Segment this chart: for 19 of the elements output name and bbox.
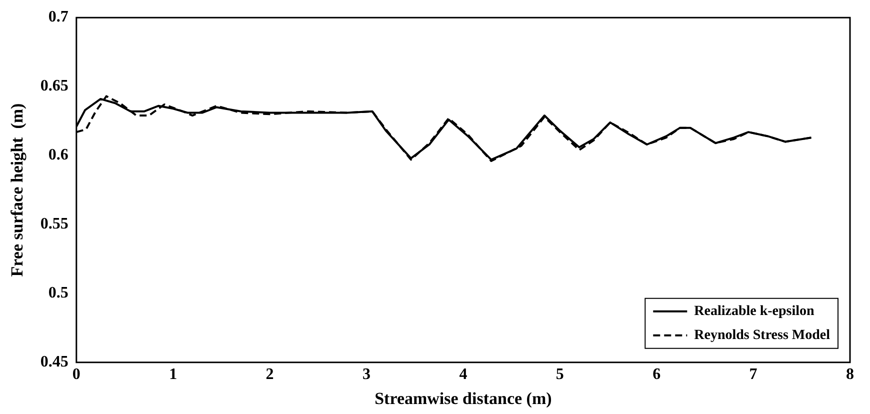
legend-label: Reynolds Stress Model [694,328,830,344]
x-tick-label: 4 [459,366,468,384]
x-tick-label: 0 [72,366,80,384]
x-tick-label: 7 [749,366,758,384]
x-tick-label: 1 [169,366,178,384]
x-axis-title: Streamwise distance (m) [374,389,552,408]
y-tick-label: 0.55 [40,216,68,233]
y-tick-label: 0.65 [40,78,68,95]
y-tick-label: 0.5 [48,284,68,302]
x-tick-label: 8 [846,366,854,384]
y-tick-label: 0.45 [40,354,68,371]
x-tick-label: 3 [362,366,370,384]
y-tick-label: 0.7 [48,8,68,26]
x-tick-label: 6 [652,366,661,384]
legend-label: Realizable k-epsilon [694,304,815,320]
x-tick-label: 5 [556,366,564,384]
y-tick-label: 0.6 [48,146,68,164]
x-tick-label: 2 [266,366,274,384]
y-axis-title: Free surface height (m) [8,103,27,277]
